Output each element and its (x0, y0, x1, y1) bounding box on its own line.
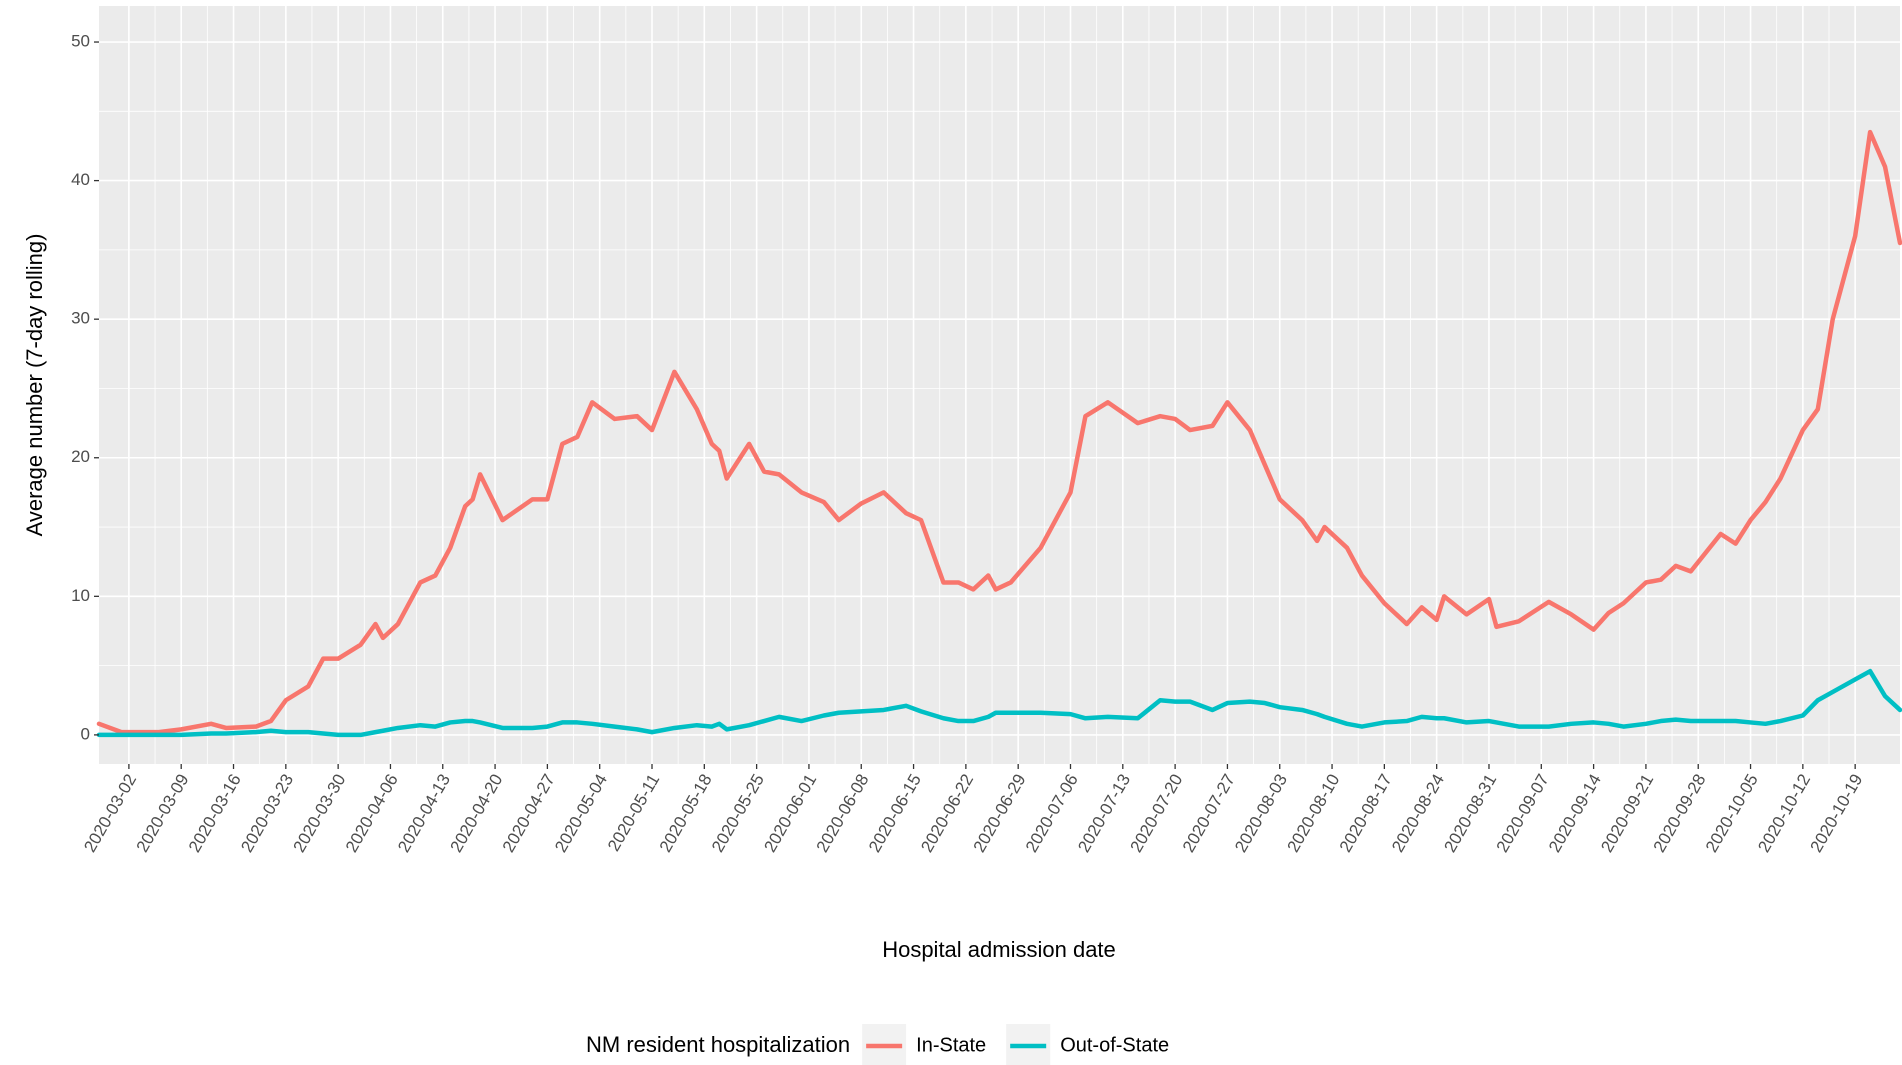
x-tick-label: 2020-08-10 (1283, 771, 1343, 856)
y-tick-label: 10 (71, 586, 90, 605)
x-tick-label: 2020-10-12 (1754, 771, 1814, 856)
x-tick-label: 2020-06-22 (917, 771, 977, 856)
x-tick-label: 2020-07-06 (1022, 771, 1082, 856)
x-tick-label: 2020-05-18 (656, 771, 716, 856)
y-tick-label: 30 (71, 309, 90, 328)
x-tick-label: 2020-05-25 (708, 771, 768, 856)
x-tick-label: 2020-07-13 (1074, 771, 1134, 856)
x-tick-label: 2020-08-17 (1336, 771, 1396, 856)
grid (99, 6, 1900, 764)
x-tick-label: 2020-04-20 (446, 771, 506, 856)
x-tick-label: 2020-03-30 (290, 771, 350, 856)
x-tick-label: 2020-06-08 (813, 771, 873, 856)
x-tick-label: 2020-03-02 (80, 771, 140, 856)
plot-panel (99, 6, 1900, 764)
y-tick-label: 40 (71, 170, 90, 189)
legend-title: NM resident hospitalization (586, 1032, 850, 1057)
y-tick-label: 50 (71, 32, 90, 51)
x-tick-label: 2020-06-29 (970, 771, 1030, 856)
x-tick-label: 2020-08-24 (1388, 771, 1448, 856)
series-line (96, 668, 1902, 738)
series-line (96, 129, 1902, 735)
x-tick-label: 2020-05-04 (551, 771, 611, 856)
y-tick-label: 0 (81, 724, 90, 743)
x-tick-label: 2020-09-07 (1493, 771, 1553, 856)
y-axis-title: Average number (7-day rolling) (22, 234, 47, 537)
x-tick-label: 2020-03-16 (185, 771, 245, 856)
x-tick-label: 2020-09-21 (1597, 771, 1657, 856)
legend-label: In-State (916, 1034, 986, 1056)
lines (96, 129, 1902, 738)
x-tick-label: 2020-03-23 (237, 771, 297, 856)
x-tick-label: 2020-09-28 (1650, 771, 1710, 856)
x-tick-label: 2020-03-09 (133, 771, 193, 856)
x-tick-label: 2020-04-27 (499, 771, 559, 856)
x-tick-label: 2020-08-03 (1231, 771, 1291, 856)
x-tick-label: 2020-09-14 (1545, 771, 1605, 856)
x-tick-label: 2020-06-15 (865, 771, 925, 856)
x-tick-label: 2020-06-01 (760, 771, 820, 856)
x-tick-label: 2020-05-11 (604, 771, 663, 855)
y-tick-label: 20 (71, 447, 90, 466)
legend-label: Out-of-State (1060, 1034, 1169, 1056)
x-tick-label: 2020-08-31 (1440, 771, 1500, 856)
x-tick-label: 2020-10-05 (1702, 771, 1762, 856)
x-axis-title: Hospital admission date (882, 937, 1116, 962)
legend: NM resident hospitalization In-State Out-o… (586, 1024, 1169, 1065)
x-tick-label: 2020-10-19 (1807, 771, 1867, 856)
x-tick-label: 2020-07-20 (1127, 771, 1187, 856)
x-tick-label: 2020-04-06 (342, 771, 402, 856)
x-tick-label: 2020-07-27 (1179, 771, 1239, 856)
x-tick-label: 2020-04-13 (394, 771, 454, 856)
